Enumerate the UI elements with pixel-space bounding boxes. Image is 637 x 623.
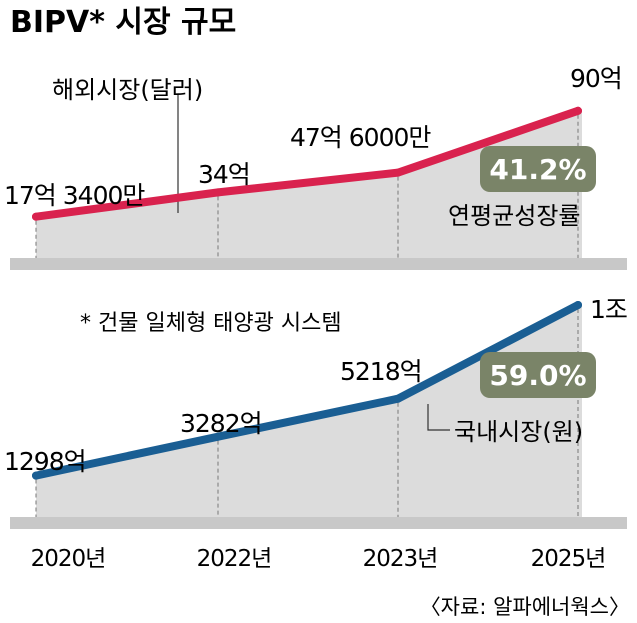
overseas-growth-rate: 41.2% xyxy=(489,153,586,186)
overseas-line xyxy=(32,106,582,221)
domestic-growth-badge xyxy=(480,352,596,398)
x-tick-label: 2022년 xyxy=(197,546,272,572)
domestic-series-label: 국내시장(원) xyxy=(454,418,583,446)
overseas-point xyxy=(394,168,402,177)
overseas-growth-label: 연평균성장률 xyxy=(448,202,580,230)
overseas-value-2023: 47억 6000만 xyxy=(290,123,431,152)
domestic-area xyxy=(36,305,582,517)
overseas-growth-badge xyxy=(480,146,596,192)
domestic-point xyxy=(574,301,582,309)
overseas-baseline xyxy=(10,258,627,270)
overseas-point xyxy=(32,212,40,221)
domestic-point xyxy=(32,471,40,480)
domestic-value-2025: 1조 xyxy=(590,295,627,324)
overseas-series-label: 해외시장(달러) xyxy=(52,76,203,104)
overseas-point xyxy=(574,106,582,115)
source-note: 〈자료: 알파에너웍스〉 xyxy=(420,595,630,619)
x-axis: 2020년 2022년 2023년 2025년 xyxy=(31,546,607,572)
domestic-value-2023: 5218억 xyxy=(340,357,422,386)
x-tick-label: 2020년 xyxy=(31,546,106,572)
overseas-panel: 해외시장(달러) 17억 3400만 34억 47억 6000만 90억 41.… xyxy=(4,64,627,270)
domestic-growth-rate: 59.0% xyxy=(489,359,586,392)
overseas-value-2020: 17억 3400만 xyxy=(4,181,145,210)
domestic-value-2020: 1298억 xyxy=(4,447,86,476)
overseas-value-2022: 34억 xyxy=(198,160,250,189)
overseas-value-2025: 90억 xyxy=(570,64,622,93)
domestic-point xyxy=(214,432,222,441)
footnote: * 건물 일체형 태양광 시스템 xyxy=(80,311,342,336)
chart-title: BIPV* 시장 규모 xyxy=(10,5,236,40)
overseas-point xyxy=(214,188,222,197)
x-tick-label: 2023년 xyxy=(363,546,438,572)
domestic-point xyxy=(394,394,402,403)
domestic-value-2022: 3282억 xyxy=(180,409,262,438)
domestic-label-leader xyxy=(427,404,450,431)
domestic-baseline xyxy=(10,517,627,529)
x-tick-label: 2025년 xyxy=(531,546,606,572)
domestic-panel: * 건물 일체형 태양광 시스템 1298억 3282억 5218억 1조 59… xyxy=(4,295,628,529)
domestic-line xyxy=(32,301,582,480)
